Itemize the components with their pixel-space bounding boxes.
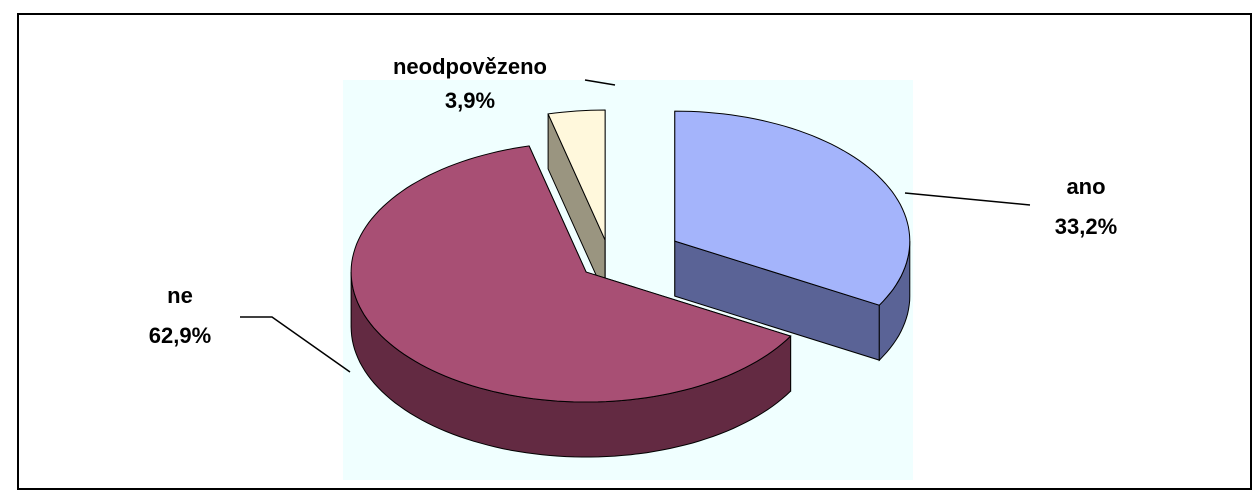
pie — [350, 109, 911, 458]
slice — [674, 110, 911, 306]
leader-line — [904, 192, 1031, 206]
leader-line — [240, 316, 351, 373]
slice — [547, 109, 606, 241]
slice-label: ne — [167, 283, 193, 308]
leader-line — [584, 79, 616, 86]
slice — [350, 145, 792, 403]
slice-value-label: 33,2% — [1055, 214, 1117, 239]
slice-value-label: 3,9% — [445, 88, 495, 113]
slice-label: ano — [1066, 174, 1105, 199]
slice-label: neodpovězeno — [393, 54, 547, 79]
slice-value-label: 62,9% — [149, 323, 211, 348]
